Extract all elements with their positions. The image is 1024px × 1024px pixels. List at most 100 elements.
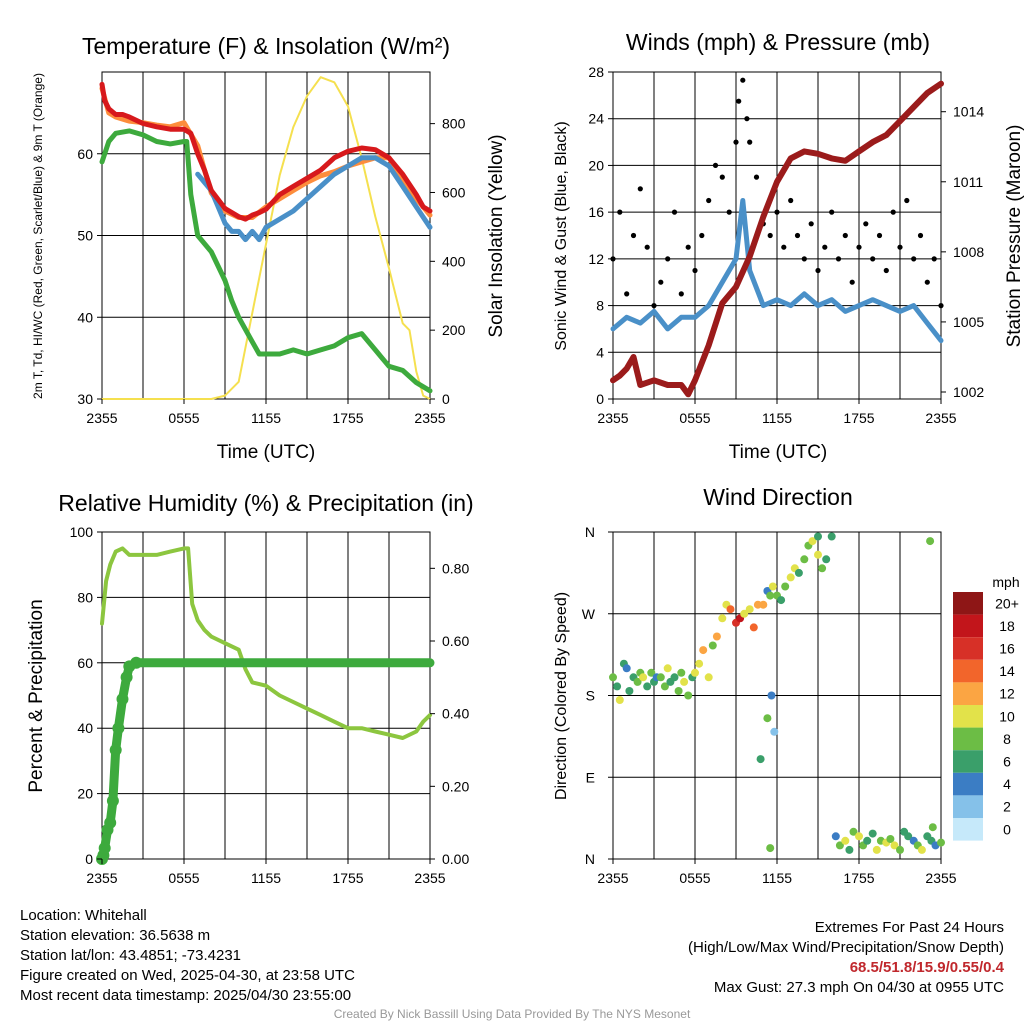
max-gust: Max Gust: 27.3 mph On 04/30 at 0955 UTC — [713, 979, 1004, 996]
colorbar-label: 8 — [1003, 731, 1011, 747]
gust-point — [726, 209, 732, 215]
x-tick-label: 1755 — [332, 870, 363, 886]
y-tick-label: 60 — [77, 655, 93, 671]
gust-point — [781, 244, 787, 250]
y-right-tick-label: 0.40 — [442, 706, 469, 722]
y-tick-label: 24 — [588, 111, 604, 127]
direction-point — [831, 832, 840, 841]
colorbar-label: 4 — [1003, 776, 1011, 792]
humidity-ticks: 2355 0555 1155 1755 2355 0 20 40 60 80 100 0.00 0.20… — [70, 524, 470, 886]
pressure-line — [610, 80, 944, 398]
gust-point — [692, 267, 698, 274]
colorbar-label: 14 — [999, 663, 1015, 679]
y-tick-label: 28 — [588, 64, 604, 80]
direction-point — [849, 827, 858, 836]
gust-point — [630, 232, 637, 239]
temperature-ticks: 2355 0555 1155 1755 235530405060020040060080… — [77, 116, 465, 426]
colorbar-swatch — [953, 682, 983, 705]
station-elevation: Station elevation: 36.5638 m — [20, 927, 211, 944]
y-right-tick-label: 1011 — [953, 174, 983, 190]
y-tick-label: 20 — [77, 786, 93, 802]
direction-point — [656, 673, 665, 682]
direction-series — [609, 532, 945, 854]
gust-point — [651, 303, 657, 309]
direction-point — [704, 673, 713, 682]
y-right-tick-label: 0.80 — [442, 560, 469, 576]
temperature-series — [99, 76, 433, 400]
direction-tick-label: S — [586, 688, 595, 704]
gust-point — [801, 256, 807, 262]
gust-point — [665, 256, 671, 262]
direction-point — [615, 696, 624, 704]
gust-point — [835, 256, 842, 262]
direction-point — [749, 623, 758, 632]
humidity-line — [100, 546, 432, 740]
series-line-2 — [195, 155, 433, 243]
y-tick-label: 12 — [588, 251, 604, 267]
y-tick-label: 40 — [77, 309, 93, 325]
gust-point — [870, 256, 876, 262]
colorbar-label: 0 — [1003, 821, 1011, 837]
gust-point — [774, 209, 780, 215]
direction-point — [613, 682, 622, 691]
humidity-title: Relative Humidity (%) & Precipitation (i… — [58, 490, 473, 516]
y-right-tick-label: 0.00 — [442, 851, 469, 867]
gust-point — [678, 291, 684, 297]
series-line-4 — [101, 76, 431, 400]
colorbar-swatch — [953, 727, 983, 751]
winds-title: Winds (mph) & Pressure (mb) — [626, 29, 930, 55]
y-tick-label: 60 — [77, 146, 93, 162]
colorbar-swatch — [953, 750, 983, 773]
y-tick-label: 20 — [588, 157, 604, 173]
colorbar-swatch — [953, 614, 983, 638]
colorbar-label: 20+ — [995, 595, 1019, 611]
direction-point — [699, 646, 708, 655]
y-right-tick-label: 400 — [442, 253, 466, 269]
gust-point — [733, 139, 739, 145]
colorbar-unit: mph — [992, 574, 1019, 590]
x-tick-label: 2355 — [597, 410, 628, 426]
direction-point — [609, 673, 617, 682]
credit-line: Created By Nick Bassill Using Data Provi… — [333, 1007, 691, 1021]
gust-point — [863, 221, 869, 227]
direction-point — [670, 673, 679, 682]
direction-point — [917, 845, 926, 854]
gust-point — [938, 303, 944, 309]
direction-point — [814, 550, 822, 559]
colorbar-label: 6 — [1003, 754, 1011, 770]
direction-point — [767, 691, 776, 700]
y-right-tick-label: 600 — [442, 184, 466, 200]
gust-point — [699, 232, 705, 239]
recent-timestamp: Most recent data timestamp: 2025/04/30 2… — [20, 987, 352, 1004]
direction-tick-label: N — [585, 524, 595, 540]
x-tick-label: 1155 — [251, 410, 281, 426]
x-tick-label: 2355 — [597, 870, 628, 886]
gust-point — [740, 77, 746, 83]
gust-point — [617, 209, 623, 215]
station-latlon: Station lat/lon: 43.4851; -73.4231 — [20, 947, 242, 964]
temperature-grid — [102, 72, 430, 399]
direction-point — [863, 836, 872, 845]
direction-point — [818, 564, 827, 573]
precip-point — [120, 671, 133, 684]
direction-point — [896, 845, 904, 854]
direction-point — [759, 600, 768, 609]
x-tick-label: 0555 — [168, 410, 199, 426]
station-info: Location: Whitehall Station elevation: 3… — [20, 906, 355, 1006]
temperature-xlabel: Time (UTC) — [217, 442, 316, 463]
colorbar-swatch — [953, 659, 983, 683]
direction-point — [822, 555, 831, 564]
gust-point — [794, 232, 801, 239]
direction-point — [937, 838, 945, 847]
direction-point — [691, 668, 699, 677]
gust-point — [706, 197, 712, 204]
direction-point — [712, 632, 721, 641]
direction-tick-label: E — [586, 769, 595, 785]
precip-point — [109, 744, 122, 756]
x-tick-label: 1155 — [762, 870, 792, 886]
direction-point — [777, 596, 786, 605]
gust-point — [644, 244, 650, 250]
gust-point — [815, 267, 821, 274]
y-right-tick-label: 200 — [442, 322, 466, 338]
